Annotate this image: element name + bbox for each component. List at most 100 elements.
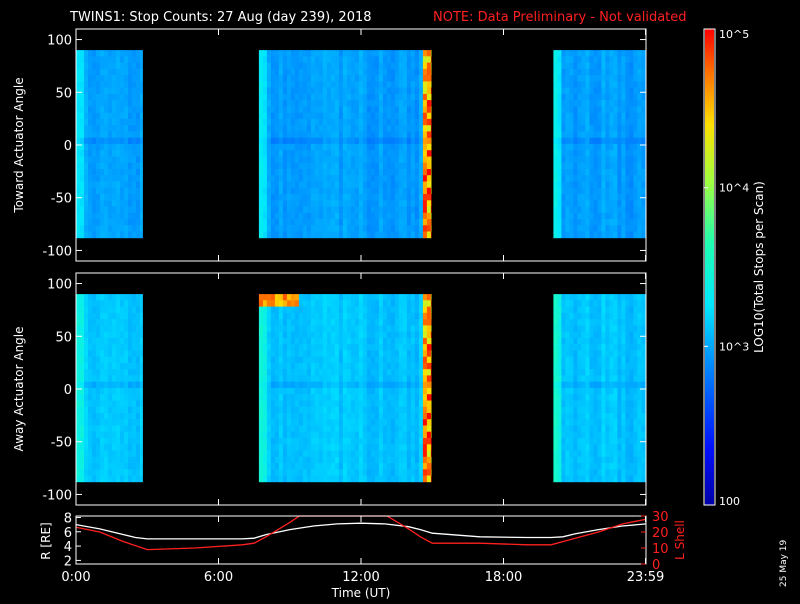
heatmap-cell	[307, 144, 311, 151]
heatmap-cell	[112, 357, 116, 364]
heatmap-cell	[120, 438, 124, 445]
heatmap-cell	[351, 188, 355, 195]
heatmap-cell	[76, 319, 80, 326]
heatmap-cell	[136, 207, 140, 214]
heatmap-cell	[581, 363, 585, 370]
heatmap-cell	[569, 207, 573, 214]
heatmap-cell	[391, 188, 395, 195]
heatmap-cell	[605, 338, 609, 345]
heatmap-cell	[283, 307, 287, 314]
heatmap-cell	[557, 419, 561, 426]
heatmap-cell	[351, 81, 355, 88]
heatmap-cell	[295, 394, 299, 401]
heatmap-cell	[351, 444, 355, 451]
heatmap-cell	[291, 150, 295, 157]
heatmap-cell	[403, 388, 407, 395]
heatmap-cell	[371, 131, 375, 138]
heatmap-cell	[419, 88, 423, 95]
heatmap-cell	[327, 407, 331, 414]
heatmap-cell	[76, 338, 80, 345]
heatmap-cell	[116, 188, 120, 195]
heatmap-cell	[411, 100, 415, 107]
heatmap-cell	[323, 363, 327, 370]
heatmap-cell	[271, 451, 275, 458]
heatmap-cell	[319, 163, 323, 170]
heatmap-cell	[399, 232, 403, 239]
heatmap-cell	[132, 369, 136, 376]
heatmap-cell	[395, 419, 399, 426]
heatmap-cell	[259, 426, 263, 433]
heatmap-cell	[311, 88, 315, 95]
heatmap-cell	[104, 188, 108, 195]
heatmap-cell	[84, 131, 88, 138]
heatmap-cell	[303, 113, 307, 120]
heatmap-cell	[419, 175, 423, 182]
heatmap-cell	[621, 463, 625, 470]
heatmap-cell	[415, 413, 419, 420]
heatmap-cell	[557, 163, 561, 170]
heatmap-cell	[565, 338, 569, 345]
heatmap-cell	[609, 225, 613, 232]
heatmap-cell	[339, 438, 343, 445]
heatmap-cell	[331, 338, 335, 345]
heatmap-cell	[92, 419, 96, 426]
heatmap-cell	[557, 63, 561, 70]
heatmap-cell	[391, 300, 395, 307]
heatmap-cell	[565, 200, 569, 207]
heatmap-cell	[399, 100, 403, 107]
heatmap-cell	[427, 69, 431, 76]
heatmap-cell	[124, 438, 128, 445]
heatmap-cell	[379, 432, 383, 439]
heatmap-cell	[355, 350, 359, 357]
heatmap-cell	[271, 75, 275, 82]
heatmap-cell	[597, 200, 601, 207]
heatmap-cell	[283, 225, 287, 232]
heatmap-cell	[347, 169, 351, 176]
heatmap-cell	[303, 325, 307, 332]
heatmap-cell	[295, 175, 299, 182]
heatmap-cell	[577, 157, 581, 164]
heatmap-cell	[343, 163, 347, 170]
heatmap-cell	[613, 138, 617, 145]
heatmap-cell	[359, 300, 363, 307]
heatmap-cell	[303, 207, 307, 214]
heatmap-cell	[609, 469, 613, 476]
heatmap-cell	[303, 56, 307, 63]
heatmap-cell	[120, 375, 124, 382]
heatmap-cell	[287, 225, 291, 232]
heatmap-cell	[625, 419, 629, 426]
heatmap-cell	[577, 125, 581, 132]
heatmap-cell	[605, 476, 609, 483]
heatmap-cell	[423, 463, 427, 470]
heatmap-cell	[573, 401, 577, 408]
heatmap-cell	[629, 188, 633, 195]
heatmap-cell	[100, 144, 104, 151]
heatmap-cell	[601, 88, 605, 95]
heatmap-cell	[327, 163, 331, 170]
heatmap-cell	[96, 344, 100, 351]
heatmap-cell	[291, 313, 295, 320]
heatmap-cell	[140, 476, 143, 483]
heatmap-cell	[76, 81, 80, 88]
heatmap-cell	[275, 150, 279, 157]
heatmap-cell	[375, 325, 379, 332]
heatmap-cell	[100, 113, 104, 120]
heatmap-cell	[76, 325, 80, 332]
heatmap-cell	[136, 369, 140, 376]
heatmap-cell	[609, 319, 613, 326]
heatmap-cell	[351, 438, 355, 445]
heatmap-cell	[351, 363, 355, 370]
heatmap-cell	[287, 207, 291, 214]
heatmap-cell	[323, 350, 327, 357]
heatmap-cell	[303, 357, 307, 364]
heatmap-cell	[589, 369, 593, 376]
heatmap-cell	[609, 88, 613, 95]
heatmap-cell	[565, 357, 569, 364]
heatmap-cell	[104, 163, 108, 170]
heatmap-cell	[287, 169, 291, 176]
heatmap-cell	[573, 232, 577, 239]
heatmap-cell	[395, 200, 399, 207]
heatmap-cell	[625, 344, 629, 351]
heatmap-cell	[573, 138, 577, 145]
heatmap-cell	[267, 94, 271, 101]
